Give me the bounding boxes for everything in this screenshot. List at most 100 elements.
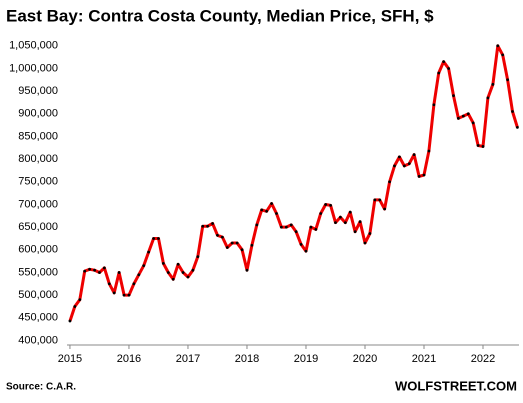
point — [245, 268, 249, 272]
point — [363, 241, 367, 245]
point — [270, 202, 273, 205]
y-tick-label: 450,000 — [18, 312, 58, 324]
y-tick-label: 650,000 — [18, 221, 58, 233]
y-tick-label: 550,000 — [18, 266, 58, 278]
point — [329, 203, 332, 207]
point — [181, 271, 185, 274]
point — [166, 271, 170, 274]
point — [137, 273, 141, 277]
point — [516, 126, 519, 129]
y-tick-label: 600,000 — [18, 244, 58, 256]
point — [112, 291, 116, 295]
source: Source: C.A.R. — [6, 382, 76, 393]
point — [309, 225, 313, 229]
point — [88, 267, 91, 271]
y-tick-label: 500,000 — [18, 289, 58, 301]
point — [417, 174, 421, 178]
point — [294, 230, 298, 234]
point — [216, 233, 219, 237]
point — [432, 103, 436, 107]
point — [491, 82, 495, 86]
point — [93, 268, 96, 272]
point — [388, 180, 391, 184]
point — [481, 145, 485, 148]
point — [206, 224, 210, 228]
point — [73, 305, 77, 308]
point — [334, 221, 337, 225]
y-tick-label: 1,000,000 — [9, 62, 58, 74]
x-tick-label: 2020 — [353, 353, 377, 365]
y-tick-label: 850,000 — [18, 130, 58, 142]
y-tick-label: 400,000 — [18, 334, 58, 346]
point — [230, 241, 234, 245]
price-line — [68, 44, 519, 322]
point — [324, 203, 328, 206]
point — [466, 112, 470, 116]
point — [147, 250, 151, 254]
point — [260, 208, 264, 212]
point — [201, 224, 205, 228]
y-tick-label: 900,000 — [18, 108, 58, 120]
point — [442, 60, 446, 64]
point — [304, 249, 308, 253]
x-tick-label: 2018 — [235, 353, 259, 365]
point — [338, 215, 342, 219]
point — [373, 198, 377, 202]
point — [452, 94, 455, 98]
point — [353, 230, 357, 234]
point — [235, 241, 239, 245]
x-tick-label: 2016 — [117, 353, 141, 365]
point — [196, 255, 200, 258]
point — [132, 282, 136, 286]
point — [211, 222, 214, 225]
point — [98, 271, 101, 274]
point — [501, 53, 505, 57]
point — [225, 246, 229, 249]
point — [78, 298, 82, 302]
point — [171, 277, 175, 281]
point — [289, 223, 293, 227]
point — [383, 207, 387, 211]
point — [378, 198, 382, 202]
point — [279, 225, 283, 229]
point — [284, 225, 288, 229]
x-tick-label: 2021 — [412, 353, 436, 365]
point — [152, 237, 155, 240]
point — [402, 164, 406, 168]
point — [68, 319, 72, 323]
point — [393, 164, 396, 168]
point — [471, 121, 475, 125]
point — [319, 212, 323, 215]
point — [299, 242, 303, 246]
point — [250, 243, 254, 247]
y-tick-label: 750,000 — [18, 176, 58, 188]
point — [220, 235, 224, 239]
point — [83, 269, 87, 273]
y-tick-label: 700,000 — [18, 198, 58, 210]
x-tick-label: 2022 — [471, 353, 495, 365]
point — [422, 173, 426, 177]
x-tick-label: 2015 — [58, 353, 82, 365]
point — [176, 262, 180, 266]
point — [275, 212, 278, 215]
point — [476, 144, 480, 147]
point — [358, 220, 362, 224]
point — [240, 248, 244, 252]
point — [255, 223, 259, 227]
point — [456, 116, 460, 120]
point — [107, 282, 111, 286]
x-tick-label: 2017 — [176, 353, 200, 365]
point — [348, 210, 352, 214]
point — [496, 44, 500, 48]
y-tick-label: 950,000 — [18, 85, 58, 97]
point — [486, 96, 490, 100]
point — [407, 162, 411, 166]
point — [161, 262, 165, 265]
point — [412, 153, 416, 157]
point — [122, 293, 126, 297]
point — [427, 149, 431, 153]
chart-title: East Bay: Contra Costa County, Median Pr… — [6, 6, 434, 25]
point — [191, 268, 195, 272]
point — [142, 264, 146, 268]
